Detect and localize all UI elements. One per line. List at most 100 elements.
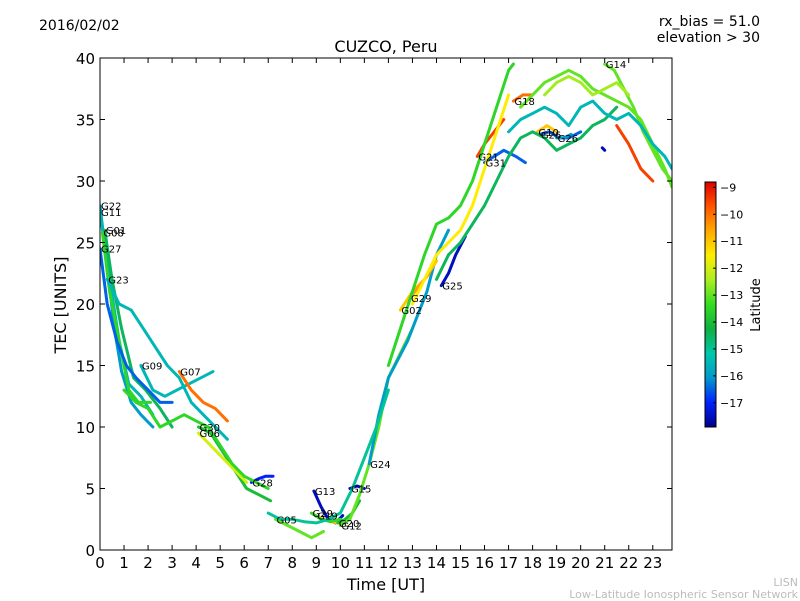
x-tick-label: 15	[451, 554, 470, 572]
series-line-g24	[367, 228, 450, 466]
series-line-unlabeled-38	[600, 146, 607, 152]
rx-bias-label: rx_bias = 51.0	[658, 14, 760, 30]
satellite-label-g10: G10	[538, 128, 558, 139]
y-tick-label: 40	[76, 50, 95, 68]
x-tick-label: 9	[312, 554, 322, 572]
x-tick-label: 11	[355, 554, 374, 572]
x-tick-label: 17	[499, 554, 518, 572]
satellite-label-g25: G25	[442, 282, 462, 293]
colorbar-tick-label: −10	[720, 208, 743, 221]
x-tick-label: 4	[191, 554, 201, 572]
x-tick-label: 18	[523, 554, 542, 572]
x-tick-label: 5	[215, 554, 225, 572]
satellite-label-g27: G27	[101, 245, 121, 256]
satellite-label-g09: G09	[142, 362, 162, 373]
series-line-g23	[105, 277, 229, 441]
y-tick-label: 30	[76, 173, 95, 191]
x-tick-label: 6	[239, 554, 249, 572]
series-line-g18	[511, 93, 535, 103]
satellite-label-g14: G14	[606, 60, 626, 71]
series-line-g05	[273, 517, 325, 540]
date-label: 2016/02/02	[39, 18, 120, 34]
series-line-g07	[177, 370, 229, 423]
x-tick-label: 19	[547, 554, 566, 572]
satellite-label-g31: G31	[486, 159, 506, 170]
satellite-label-g29: G29	[411, 294, 431, 305]
satellite-label-g18: G18	[514, 97, 534, 108]
series-line-g01	[103, 228, 174, 429]
y-tick-label: 20	[76, 296, 95, 314]
x-tick-label: 20	[571, 554, 590, 572]
series-line-unlabeled-36	[543, 74, 631, 97]
colorbar-tick-label: −14	[720, 316, 743, 329]
chart-title: CUZCO, Peru	[334, 37, 437, 56]
satellite-label-g26: G26	[541, 130, 561, 141]
series-line-unlabeled-30	[266, 388, 390, 525]
satellite-label-g24: G24	[370, 460, 390, 471]
x-tick-label: 13	[403, 554, 422, 572]
series-line-g25	[439, 234, 467, 288]
colorbar-label: Latitude	[749, 278, 764, 332]
satellite-label-g12: G12	[341, 521, 361, 532]
series-line-g09	[139, 364, 215, 398]
y-tick-label: 25	[76, 235, 95, 253]
series-line-g27	[100, 247, 174, 404]
x-tick-label: 3	[167, 554, 177, 572]
satellite-label-g08: G08	[103, 229, 123, 240]
colorbar-tick-label: −17	[720, 397, 743, 410]
credit-lisn: LISN	[773, 576, 798, 589]
x-tick-label: 1	[119, 554, 129, 572]
colorbar	[704, 181, 717, 428]
satellite-label-g20: G20	[339, 519, 359, 530]
x-tick-label: 16	[475, 554, 494, 572]
colorbar-tick-label: −15	[720, 343, 743, 356]
x-tick-label: 12	[379, 554, 398, 572]
x-tick-label: 7	[263, 554, 273, 572]
colorbar-tick-label: −13	[720, 289, 743, 302]
elevation-label: elevation > 30	[656, 30, 760, 46]
y-tick-label: 10	[76, 419, 95, 437]
colorbar-tick-label: −11	[720, 235, 743, 248]
series-line-unlabeled-31	[386, 62, 515, 367]
x-axis-label: Time [UT]	[346, 575, 425, 594]
x-tick-label: 22	[619, 554, 638, 572]
y-tick-label: 5	[85, 481, 95, 499]
y-tick-label: 0	[85, 542, 95, 560]
satellite-label-g28: G28	[252, 478, 272, 489]
credit-network: Low-Latitude Ionospheric Sensor Network	[569, 588, 798, 601]
satellite-label-g05: G05	[276, 515, 296, 526]
y-tick-label: 35	[76, 112, 95, 130]
series-line-g10	[535, 124, 559, 134]
satellite-label-g30: G30	[200, 423, 220, 434]
series-line-g26	[555, 132, 573, 140]
satellite-label-g13: G13	[315, 487, 335, 498]
satellite-label-g23: G23	[108, 275, 128, 286]
series-line-g14	[603, 62, 672, 183]
series-line-unlabeled-37	[615, 124, 655, 183]
series-line-g31	[483, 148, 527, 165]
series-line-g06	[197, 431, 249, 484]
x-tick-label: 8	[287, 554, 297, 572]
series-line-unlabeled-29	[122, 388, 270, 490]
y-axis-label: TEC [UNITS]	[51, 257, 70, 355]
satellite-label-g11: G11	[101, 208, 121, 219]
x-tick-label: 2	[143, 554, 153, 572]
satellite-label-g07: G07	[180, 368, 200, 379]
x-tick-label: 14	[427, 554, 446, 572]
x-tick-label: 23	[643, 554, 662, 572]
series-line-unlabeled-35	[507, 99, 672, 171]
satellite-label-g15: G15	[351, 485, 371, 496]
satellite-label-g22: G22	[101, 202, 121, 213]
colorbar-tick-label: −12	[720, 262, 743, 275]
x-tick-label: 0	[95, 554, 105, 572]
y-tick-label: 15	[76, 358, 95, 376]
satellite-label-g01: G01	[106, 226, 126, 237]
satellite-label-g02: G02	[401, 306, 421, 317]
satellite-label-g29: G29	[312, 509, 332, 520]
series-line-unlabeled-33	[435, 105, 619, 281]
x-tick-label: 10	[331, 554, 350, 572]
satellite-label-g26: G26	[558, 134, 578, 145]
colorbar-tick-label: −16	[720, 370, 743, 383]
satellite-label-g19: G19	[317, 512, 337, 523]
